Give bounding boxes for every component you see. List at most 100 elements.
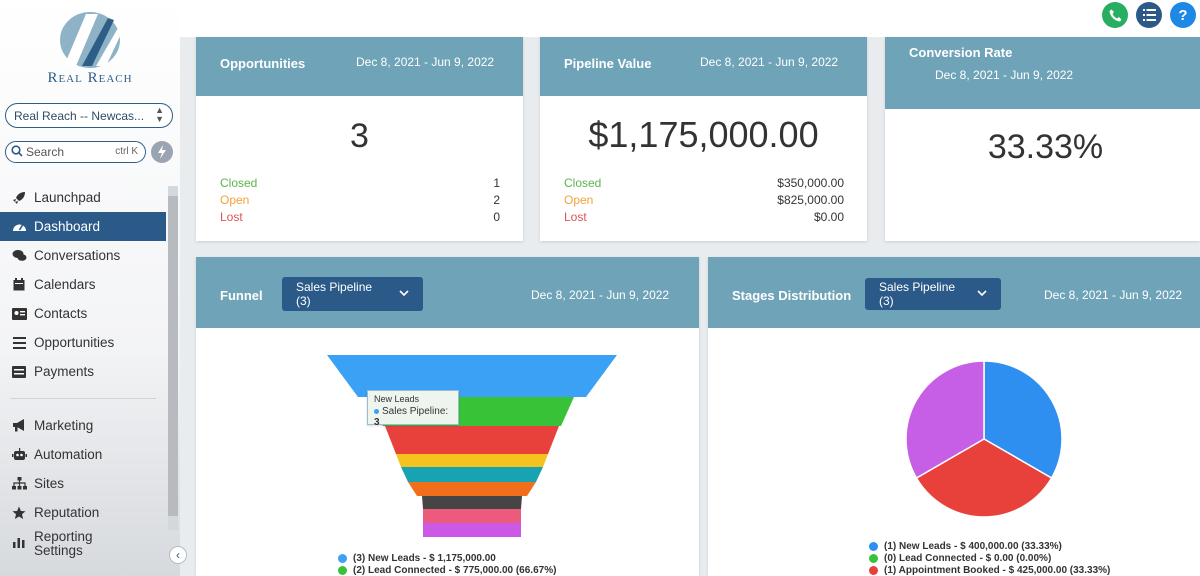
search-placeholder: Search bbox=[26, 145, 65, 159]
stat-value: $350,000.00 bbox=[777, 176, 844, 190]
pie-slice-2[interactable] bbox=[905, 360, 985, 480]
sidebar-item-label: Reputation bbox=[34, 505, 100, 520]
funnel-stage-8[interactable] bbox=[423, 523, 521, 537]
funnel-chart bbox=[327, 355, 617, 537]
legend-item[interactable]: (1) New Leads - $ 400,000.00 (33.33%) bbox=[869, 540, 1110, 552]
chart-icon bbox=[11, 534, 27, 550]
stat-label: Closed bbox=[564, 176, 602, 190]
logo-text: Real Reach bbox=[47, 70, 133, 86]
sidebar-item-reputation[interactable]: Reputation bbox=[0, 498, 166, 527]
funnel-stage-0[interactable] bbox=[327, 355, 617, 397]
legend-label: (2) Lead Connected - $ 775,000.00 (66.67… bbox=[353, 564, 557, 576]
sitemap-icon bbox=[11, 476, 27, 492]
funnel-stage-2[interactable] bbox=[385, 426, 559, 454]
phone-icon bbox=[1109, 9, 1121, 21]
search-input[interactable]: Search ctrl K bbox=[5, 141, 146, 163]
tooltip-series: Sales Pipeline: 3 bbox=[374, 406, 452, 428]
sidebar-item-conversations[interactable]: Conversations bbox=[0, 241, 166, 270]
stat-label: Open bbox=[220, 193, 250, 207]
sidebar-item-label: Dashboard bbox=[34, 219, 101, 234]
stat-value: $825,000.00 bbox=[777, 193, 844, 207]
search-icon bbox=[11, 145, 23, 160]
sidebar-item-label: Automation bbox=[34, 447, 103, 462]
brand-logo[interactable]: Real Reach bbox=[38, 8, 142, 90]
sidebar-item-label: Calendars bbox=[34, 277, 96, 292]
sidebar-item-automation[interactable]: Automation bbox=[0, 440, 166, 469]
tooltip-series-label: Sales Pipeline: bbox=[382, 406, 449, 417]
logo-mark bbox=[60, 12, 122, 68]
stat-value: 2 bbox=[493, 193, 500, 207]
megaphone-icon bbox=[11, 418, 27, 434]
sidebar-item-sites[interactable]: Sites bbox=[0, 469, 166, 498]
legend-item[interactable]: (2) Lead Connected - $ 775,000.00 (66.67… bbox=[338, 564, 556, 576]
sidebar-item-payments[interactable]: Payments bbox=[0, 357, 166, 386]
funnel-stage-7[interactable] bbox=[423, 509, 521, 523]
list-icon bbox=[11, 335, 27, 351]
sidebar-item-reporting[interactable]: Reporting Settings bbox=[0, 527, 166, 558]
sidebar-item-opportunities[interactable]: Opportunities bbox=[0, 328, 166, 357]
card-title: Funnel bbox=[220, 288, 263, 303]
tooltip-value: 3 bbox=[374, 417, 380, 428]
legend-dot bbox=[869, 565, 878, 575]
legend-dot bbox=[869, 553, 878, 563]
legend-item[interactable]: (0) Lead Connected - $ 0.00 (0.00%) bbox=[869, 552, 1110, 564]
card-date-range: Dec 8, 2021 - Jun 9, 2022 bbox=[700, 55, 839, 69]
pipeline-dropdown[interactable]: Sales Pipeline (3) bbox=[865, 278, 1001, 310]
pipeline-dropdown[interactable]: Sales Pipeline (3) bbox=[282, 277, 423, 311]
legend-label: (0) Lead Connected - $ 0.00 (0.00%) bbox=[884, 552, 1052, 564]
legend-item[interactable]: (1) Appointment Booked - $ 425,000.00 (3… bbox=[869, 564, 1110, 576]
funnel-stage-3[interactable] bbox=[396, 454, 548, 467]
legend-dot bbox=[869, 541, 878, 551]
sidebar-scrollbar[interactable] bbox=[168, 186, 178, 530]
dropdown-label: Sales Pipeline (3) bbox=[296, 280, 373, 308]
chevron-left-icon: ‹ bbox=[176, 548, 180, 562]
rocket-icon bbox=[11, 190, 27, 206]
card-header: Pipeline Value Dec 8, 2021 - Jun 9, 2022 bbox=[540, 37, 867, 96]
scrollbar-thumb[interactable] bbox=[168, 196, 178, 516]
sidebar-item-settings-label[interactable]: Settings bbox=[34, 543, 83, 558]
quick-actions-button[interactable] bbox=[151, 141, 173, 163]
legend-label: (1) Appointment Booked - $ 425,000.00 (3… bbox=[884, 564, 1111, 576]
pie-slice-1[interactable] bbox=[915, 438, 1053, 518]
topbar: ? bbox=[180, 0, 1200, 37]
location-name: Real Reach -- Newcas... bbox=[14, 109, 145, 123]
funnel-stage-5[interactable] bbox=[408, 482, 536, 496]
sidebar-item-contacts[interactable]: Contacts bbox=[0, 299, 166, 328]
funnel-legend: (3) New Leads - $ 1,175,000.00 (2) Lead C… bbox=[338, 552, 556, 576]
phone-button[interactable] bbox=[1102, 2, 1128, 28]
card-date-range: Dec 8, 2021 - Jun 9, 2022 bbox=[356, 55, 495, 69]
card-title: Opportunities bbox=[220, 56, 306, 71]
help-button[interactable]: ? bbox=[1170, 2, 1196, 28]
calendar-icon bbox=[11, 277, 27, 293]
conversion-rate-value: 33.33% bbox=[987, 128, 1104, 166]
stages-legend: (1) New Leads - $ 400,000.00 (33.33%) (0)… bbox=[869, 540, 1110, 576]
task-list-button[interactable] bbox=[1136, 2, 1162, 28]
funnel-stage-4[interactable] bbox=[401, 467, 543, 482]
card-header: Opportunities Dec 8, 2021 - Jun 9, 2022 bbox=[196, 37, 523, 96]
card-header: Stages Distribution Sales Pipeline (3) D… bbox=[708, 257, 1200, 328]
sidebar-item-calendars[interactable]: Calendars bbox=[0, 270, 166, 299]
location-switcher[interactable]: Real Reach -- Newcas... ▲ ▼ bbox=[5, 103, 173, 128]
sidebar-item-label: Reporting bbox=[34, 529, 93, 544]
funnel-stage-6[interactable] bbox=[422, 496, 522, 509]
tooltip-stage: New Leads bbox=[374, 394, 420, 404]
sidebar-item-marketing[interactable]: Marketing bbox=[0, 411, 166, 440]
sidebar: Real Reach Real Reach -- Newcas... ▲ ▼ Se… bbox=[0, 0, 187, 576]
stat-label: Open bbox=[564, 193, 594, 207]
card-header: Funnel Sales Pipeline (3) Dec 8, 2021 - … bbox=[196, 257, 699, 328]
pie-slice-0[interactable] bbox=[983, 360, 1063, 480]
robot-icon bbox=[11, 447, 27, 463]
series-dot bbox=[374, 408, 379, 414]
sidebar-item-label: Opportunities bbox=[34, 335, 115, 350]
sidebar-item-label: Payments bbox=[34, 364, 95, 379]
sidebar-item-launchpad[interactable]: Launchpad bbox=[0, 183, 166, 212]
search-shortcut: ctrl K bbox=[115, 146, 138, 157]
collapse-sidebar-button[interactable]: ‹ bbox=[169, 546, 187, 564]
chevron-updown-icon: ▲ ▼ bbox=[155, 105, 164, 124]
legend-item[interactable]: (3) New Leads - $ 1,175,000.00 bbox=[338, 552, 556, 564]
list-icon bbox=[1142, 9, 1156, 21]
stat-value: 0 bbox=[493, 210, 500, 224]
sidebar-item-label: Marketing bbox=[34, 418, 94, 433]
sidebar-item-dashboard[interactable]: Dashboard bbox=[0, 212, 166, 241]
dashboard-icon bbox=[11, 219, 27, 235]
